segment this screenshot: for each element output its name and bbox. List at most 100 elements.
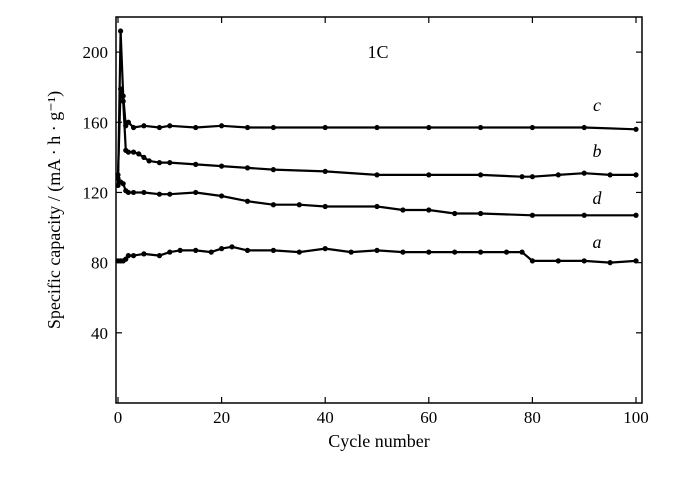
data-point-b [120,98,126,104]
data-point-a [130,253,137,259]
data-point-a [219,246,225,252]
x-tick-label: 100 [623,408,649,427]
data-point-c [167,123,173,129]
data-point-d [452,210,458,217]
data-point-b [167,160,173,166]
data-point-d [193,189,199,196]
data-point-b [219,163,225,169]
data-point-a [348,249,354,255]
data-point-d [374,203,380,210]
data-point-a [374,247,380,253]
x-tick-label: 80 [524,408,541,427]
data-point-b [156,160,163,166]
axis-ticks [116,17,642,403]
data-point-a [555,258,561,264]
data-point-d [529,212,536,218]
data-point-a [229,244,235,250]
data-point-b [141,154,147,160]
data-point-a [193,247,199,253]
y-tick-label: 80 [91,254,108,273]
data-point-a [296,249,302,255]
data-point-b [426,172,432,178]
data-point-b [125,149,131,155]
data-point-c [478,124,484,131]
data-point-b [136,151,142,157]
series-label-a: a [593,232,602,252]
data-point-d [125,189,131,196]
y-axis-title: Specific capacity / (mA · h · g⁻¹) [44,91,65,329]
data-point-b [322,168,328,174]
data-point-a [167,249,173,255]
data-point-a [503,249,510,255]
data-point-c [270,124,276,131]
data-point-c [581,124,587,131]
data-point-d [426,207,432,213]
series-label-b: b [593,141,602,161]
data-point-a [125,253,131,259]
data-point-d [322,203,328,210]
data-point-c [120,93,126,99]
data-point-a [581,258,587,264]
data-point-d [581,212,587,218]
data-point-b [607,172,613,178]
x-tick-labels: 0 20 40 60 80 100 [114,408,649,427]
data-point-a [244,247,251,253]
data-point-a [519,249,525,255]
x-tick-label: 40 [317,408,334,427]
data-point-b [193,161,199,167]
data-point-b [633,172,639,178]
data-point-d [219,193,225,199]
data-point-d [156,191,163,197]
data-point-a [633,258,639,264]
series-label-d: d [593,188,603,208]
data-point-d [244,198,251,204]
data-point-b [555,172,561,178]
data-point-a [478,249,484,255]
data-point-c [244,124,251,131]
data-point-c [219,123,225,129]
data-point-d [141,189,147,196]
data-point-a [400,249,406,255]
data-point-a [607,260,613,266]
data-point-c [633,126,639,132]
data-point-a [208,249,214,255]
data-point-d [130,189,137,196]
data-point-a [452,249,458,255]
data-point-a [322,246,328,252]
data-point-c [193,124,199,131]
data-point-b [244,165,251,171]
data-point-d [120,181,126,187]
data-point-a [529,258,536,264]
data-point-c [529,124,536,131]
plot-frame [115,16,643,404]
data-point-d [478,210,484,217]
data-point-b [117,86,124,92]
data-point-b [529,174,536,180]
series-label-c: c [593,95,601,115]
data-point-a [426,249,432,255]
data-point-b [581,170,587,176]
data-point-a [156,253,163,259]
data-point-c [125,119,131,125]
y-tick-label: 160 [83,113,109,132]
y-tick-label: 120 [83,183,109,202]
x-tick-label: 20 [213,408,230,427]
x-tick-label: 0 [114,408,123,427]
data-point-c [117,28,124,34]
data-point-b [130,149,137,155]
data-point-b [146,158,152,164]
data-point-d [633,212,639,218]
x-tick-label: 60 [420,408,437,427]
data-point-b [519,174,525,180]
x-axis-title: Cycle number [328,431,429,451]
y-tick-label: 40 [91,324,108,343]
data-point-d [296,202,302,208]
data-point-b [478,172,484,178]
data-point-c [374,124,380,131]
series-points [115,28,639,266]
data-point-a [270,247,276,253]
data-point-a [177,247,183,253]
data-point-c [130,124,137,131]
data-point-c [322,124,328,131]
